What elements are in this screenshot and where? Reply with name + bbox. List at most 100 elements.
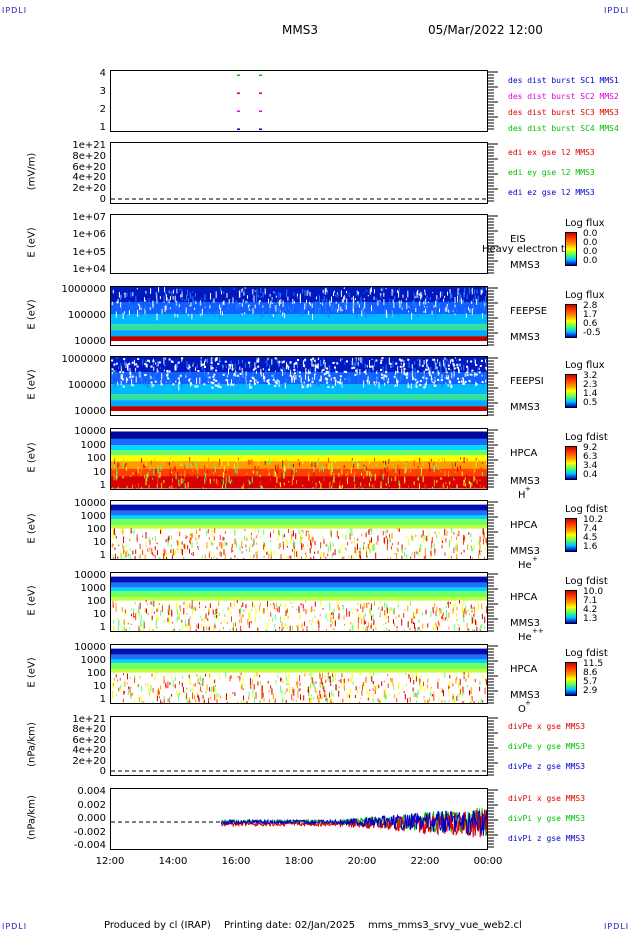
spectrogram-speck [204,617,206,623]
spectrogram-speck [440,365,442,373]
spectrogram-speck [161,383,163,386]
spectrogram-speck [243,372,245,378]
spectrogram-speck [312,628,314,630]
spectrogram-speck [196,693,198,698]
spectrogram-speck [481,290,483,294]
spectrogram-speck [178,379,180,383]
spectrogram-speck [127,549,129,555]
spectrogram-speck [417,552,419,556]
spectrogram-speck [385,689,387,696]
spectrogram-speck [353,301,354,306]
spectrogram-speck [175,380,177,383]
spectrogram-speck [361,618,363,625]
spectrogram-speck [349,688,351,695]
spectrogram-speck [327,386,330,388]
spectrogram-speck [415,385,418,388]
spectrogram-speck [183,608,185,615]
spectrogram-speck [443,298,445,302]
spectrogram-speck [438,678,440,682]
spectrogram-speck [453,461,455,468]
spectrogram-speck [429,479,431,486]
spectrogram-speck [402,294,404,298]
spectrogram-band [111,330,487,337]
spectrogram-speck [355,551,357,557]
spectrogram-speck [150,684,152,692]
spectrogram-speck [322,685,324,688]
spectrogram-speck [278,360,281,363]
spectrogram-speck [174,295,176,302]
spectrogram-speck [476,374,478,378]
spectrogram-speck [301,383,303,388]
spectrogram-speck [186,294,188,301]
spectrogram-speck [332,620,334,624]
spectrogram-speck [460,552,462,555]
spectrogram-speck [173,548,175,556]
spectrogram-speck [450,369,452,373]
spectrogram-speck [484,374,486,380]
spectrogram-speck [141,466,143,471]
spectrogram-speck [177,544,179,552]
species-label: He [518,632,532,643]
spectrogram-speck [384,610,386,616]
spectrogram-band [111,525,487,529]
spectrogram-speck [317,695,319,700]
spectrogram-speck [480,625,481,631]
spectrogram-speck [193,684,195,686]
x-tick-label: 16:00 [221,856,251,867]
spectrogram-speck [268,382,271,385]
spectrogram-speck [205,613,207,619]
spectrogram-speck [116,617,118,620]
spectrogram-speck [454,313,456,316]
spectrogram-speck [185,485,187,489]
spectrogram-speck [477,367,479,369]
spectrogram-speck [270,604,272,606]
spectrogram-speck [248,308,250,311]
spectrogram-speck [358,379,359,382]
spectrogram-speck [133,477,135,479]
spectrogram-speck [320,360,321,366]
spectrogram-speck [307,531,309,533]
spectrogram-speck [449,381,452,384]
spacecraft-label: MMS3 [510,690,540,701]
spectrogram-speck [256,542,258,545]
spectrogram-speck [480,699,482,703]
spectrogram-speck [275,680,277,685]
spectrogram-speck [363,615,365,619]
spectrogram-speck [201,691,203,693]
spectrogram-speck [373,693,374,698]
spectrogram-speck [439,374,441,376]
spectrogram-speck [171,535,173,540]
spectrogram-speck [472,548,474,552]
spectrogram-speck [250,545,252,547]
spectrogram-speck [357,602,359,606]
spectrogram-speck [152,554,154,557]
spectrogram-speck [390,678,391,681]
spectrogram-speck [271,618,273,622]
spectrogram-speck [144,554,146,559]
spectrogram-speck [405,373,408,376]
spectrogram-speck [147,472,149,478]
spectrogram-speck [377,376,379,380]
spectrogram-speck [230,364,232,369]
right-tick-comb [488,357,498,416]
spectrogram-speck [244,683,246,686]
spectrogram-speck [164,557,166,559]
spectrogram-speck [444,376,445,380]
spectrogram-speck [150,601,152,605]
spectrogram-speck [305,609,307,615]
spectrogram-speck [407,385,410,388]
spectrogram-speck [461,367,462,370]
spectrogram-speck [117,556,119,559]
spectrogram-speck [259,674,261,678]
spectrogram-speck [476,479,478,484]
spectrogram-speck [291,605,293,608]
spectrogram-speck [466,622,468,628]
spectrogram-speck [211,557,212,559]
spectrogram-speck [172,629,174,631]
spectrogram-speck [425,308,427,314]
spectrogram-speck [276,605,278,607]
spectrogram-speck [191,541,193,549]
footer-produced-by: Produced by cl (IRAP) [104,920,211,931]
spectrogram-speck [408,306,410,308]
spectrogram-speck [321,536,323,538]
